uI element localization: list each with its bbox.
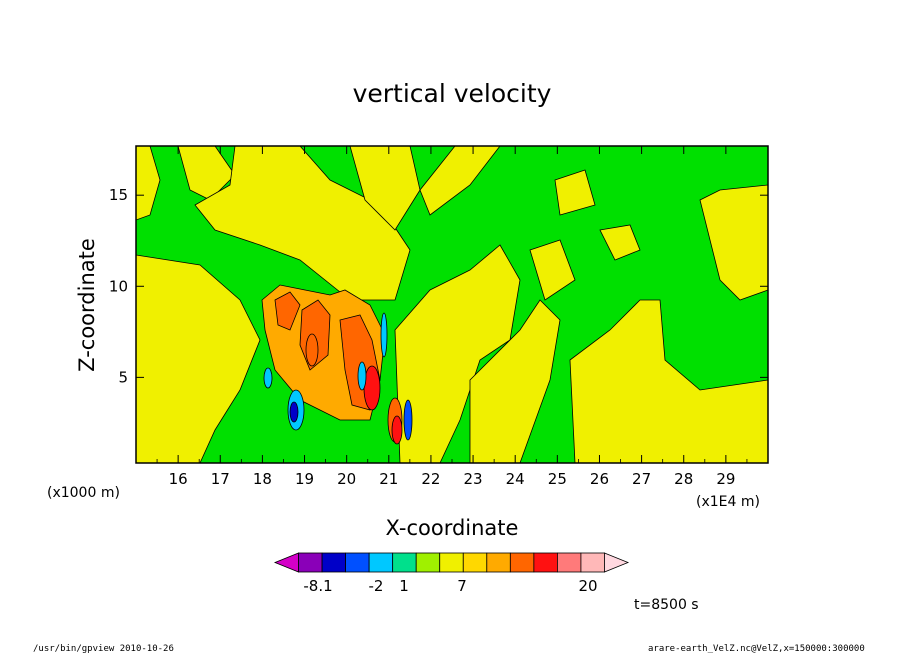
x-tick-label: 22 — [421, 470, 440, 488]
updraft-core — [363, 365, 381, 411]
footer-right: arare-earth_VelZ.nc@VelZ,x=150000:300000 — [648, 644, 865, 654]
contour-region — [177, 146, 236, 201]
y-tick-label: 10 — [109, 277, 128, 295]
x-tick-label: 18 — [253, 470, 272, 488]
contour-region — [699, 184, 768, 301]
contour-region — [599, 224, 641, 261]
contour-region — [469, 299, 561, 463]
x-scale-note: (x1E4 m) — [696, 494, 760, 510]
y-axis-label: Z-coordinate — [75, 238, 99, 372]
downdraft-core — [263, 367, 273, 389]
y-axis: 5 10 15 — [109, 186, 768, 386]
updraft-core — [305, 333, 319, 367]
x-tick-label: 20 — [337, 470, 356, 488]
contour-region — [554, 169, 596, 216]
x-tick-label: 28 — [674, 470, 693, 488]
colorbar-segment — [273, 552, 299, 573]
colorbar-segment — [345, 552, 370, 573]
y-tick-label: 15 — [109, 186, 128, 204]
colorbar-segment — [462, 552, 488, 573]
colorbar-segment — [298, 552, 323, 573]
colorbar-segment — [580, 552, 605, 573]
contour-region — [529, 239, 576, 301]
contour-region — [274, 291, 301, 331]
contour-region — [419, 146, 501, 216]
colorbar-label: -2 — [369, 577, 384, 595]
colorbar-label: 1 — [399, 577, 409, 595]
footer-left: /usr/bin/gpview 2010-10-26 — [33, 644, 174, 654]
contour-region — [136, 146, 161, 221]
x-tick-label: 16 — [169, 470, 188, 488]
x-tick-label: 29 — [716, 470, 735, 488]
x-tick-label: 27 — [632, 470, 651, 488]
downdraft-core — [380, 312, 388, 358]
colorbar-segment — [368, 552, 394, 573]
time-label: t=8500 s — [634, 597, 699, 613]
x-axis: 16 17 18 19 20 21 22 23 24 25 26 27 28 29 — [156, 146, 748, 488]
x-tick-label: 25 — [548, 470, 567, 488]
colorbar-segment — [415, 552, 441, 573]
colorbar-label: -8.1 — [303, 577, 332, 595]
y-tick-label: 5 — [118, 368, 128, 386]
colorbar-segment — [321, 552, 347, 573]
x-tick-label: 19 — [295, 470, 314, 488]
contour-field — [136, 146, 768, 463]
chart-title: vertical velocity — [353, 79, 552, 108]
colorbar-segment — [604, 552, 630, 573]
colorbar — [273, 552, 630, 573]
colorbar-label: 20 — [578, 577, 597, 595]
x-tick-label: 21 — [379, 470, 398, 488]
y-scale-note: (x1000 m) — [47, 485, 120, 501]
x-tick-label: 26 — [590, 470, 609, 488]
downdraft-core — [357, 361, 367, 391]
downdraft-core — [403, 399, 413, 441]
downdraft-core — [289, 401, 299, 423]
plot-area — [136, 146, 768, 463]
colorbar-segment — [486, 552, 511, 573]
colorbar-label: 7 — [457, 577, 467, 595]
x-tick-label: 23 — [464, 470, 483, 488]
x-tick-label: 17 — [211, 470, 230, 488]
contour-region — [349, 146, 421, 231]
updraft-core — [391, 415, 403, 445]
colorbar-segment — [509, 552, 535, 573]
x-tick-label: 24 — [506, 470, 525, 488]
contour-region — [569, 299, 768, 463]
colorbar-segment — [557, 552, 582, 573]
x-axis-label: X-coordinate — [386, 516, 519, 540]
colorbar-segment — [533, 552, 558, 573]
colorbar-segment — [439, 552, 464, 573]
colorbar-segment — [392, 552, 417, 573]
contour-region — [136, 254, 261, 463]
colorbar-labels: -8.1 -2 1 7 20 — [303, 577, 597, 595]
